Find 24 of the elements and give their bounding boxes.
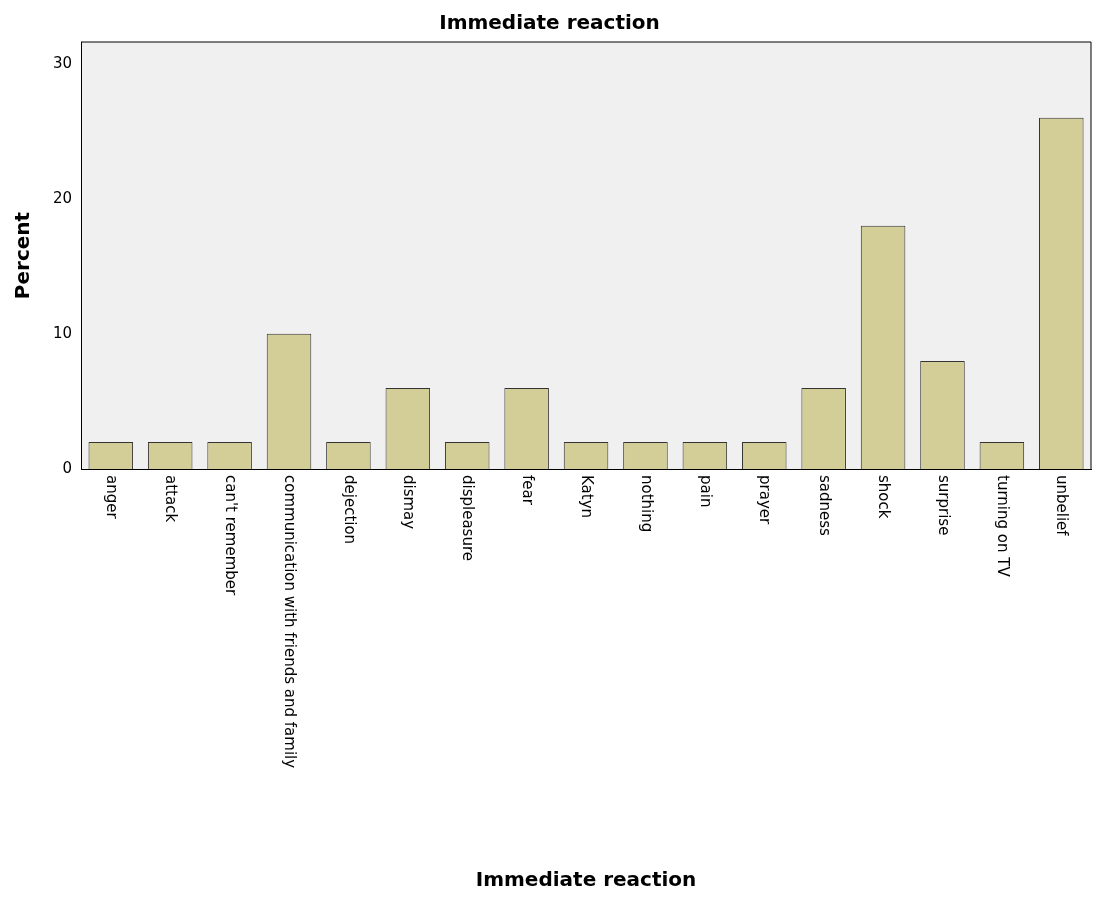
x-axis-title: Immediate reaction	[475, 867, 697, 892]
chart-title: Immediate reaction	[439, 10, 660, 35]
y-tick-label: 20	[52, 188, 73, 207]
x-tick-label: prayer	[756, 475, 775, 525]
y-axis-title: Percent	[10, 211, 35, 300]
x-tick-label: unbelief	[1053, 475, 1072, 537]
x-tick-label: turning on TV	[994, 475, 1012, 578]
x-tick-label: dismay	[399, 475, 418, 530]
x-tick-label: fear	[518, 475, 537, 506]
x-tick-label: surprise	[934, 475, 953, 536]
x-tick-label: nothing	[637, 475, 656, 533]
y-tick-label: 30	[52, 53, 73, 72]
x-tick-label: communication with friends and family	[281, 475, 300, 769]
x-tick-label: anger	[102, 475, 121, 520]
x-tick-label: sadness	[815, 475, 834, 537]
x-tick-label: attack	[162, 475, 181, 523]
y-tick-label: 0	[62, 458, 73, 477]
x-tick-label: dejection	[340, 475, 359, 545]
x-tick-label: Katyn	[578, 475, 597, 519]
x-tick-label: displeasure	[459, 475, 478, 562]
x-tick-label: pain	[696, 475, 715, 508]
x-tick-label: can't remember	[221, 475, 240, 596]
y-tick-label: 10	[52, 323, 73, 342]
x-tick-label: shock	[875, 475, 894, 519]
